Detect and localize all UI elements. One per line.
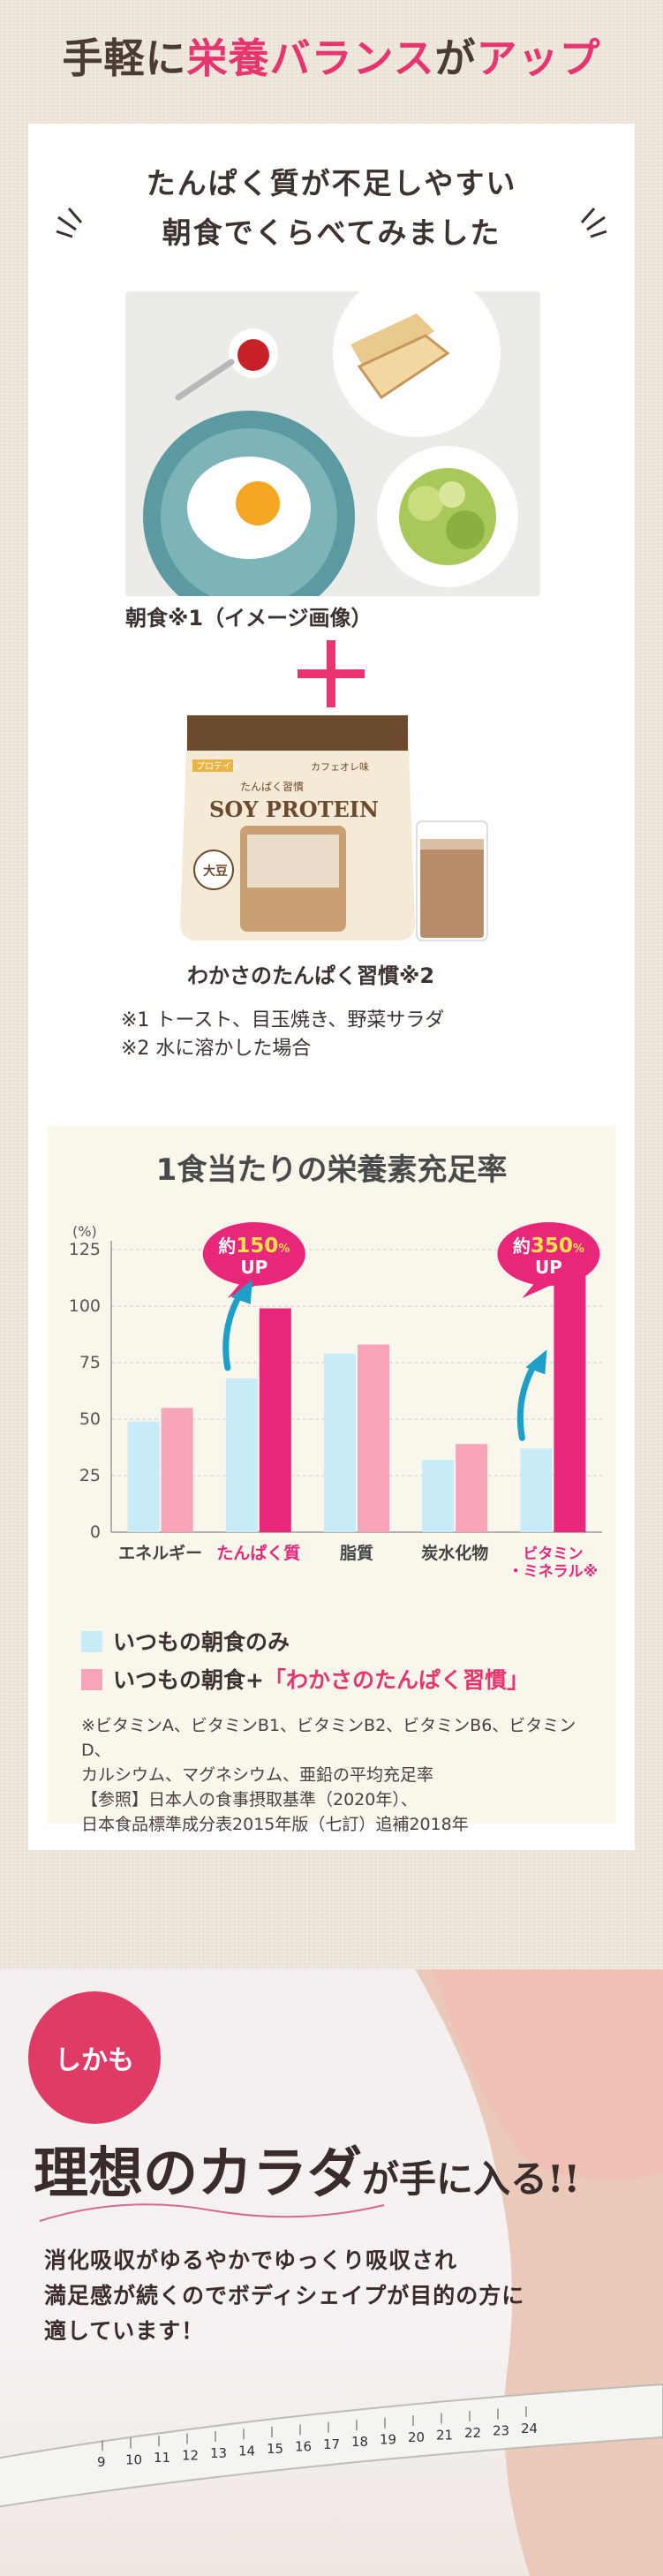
callout-up: UP: [240, 1257, 267, 1278]
tape-number: 19: [380, 2432, 396, 2448]
x-tick-label: ビタミン: [523, 1545, 583, 1563]
chart-footnote: ※ビタミンA、ビタミンB1、ビタミンB2、ビタミンB6、ビタミンD、 カルシウム…: [81, 1716, 576, 1834]
pack-sub: たんぱく習慣: [240, 780, 304, 793]
chart-title: 1食当たりの栄養素充足率: [155, 1152, 508, 1188]
pack-tag: プロテイン: [196, 761, 240, 772]
body-description: 消化吸収がゆるやかでゆっくり吸収され 満足感が続くのでボディシェイプが目的の方に…: [44, 2247, 525, 2344]
bar-with-protein-0: [161, 1408, 193, 1532]
x-tick-label: 炭水化物: [421, 1543, 488, 1563]
tape-number: 17: [323, 2436, 340, 2452]
bar-breakfast-2: [324, 1353, 356, 1532]
tape-number: 16: [295, 2438, 312, 2454]
tape-number: 21: [436, 2428, 453, 2444]
y-tick-label: 125: [69, 1240, 101, 1259]
tape-number: 14: [238, 2443, 255, 2459]
breakfast-caption: 朝食※1（イメージ画像）: [125, 606, 373, 631]
intro-text: たんぱく質が不足しやすい 朝食でくらべてみました: [146, 166, 517, 250]
nutrition-bar-chart: (%) 0 25 50 75 100 125 エネルギー たんぱく質 脂質 炭水化物 ビタミン・ミネラ…: [69, 1222, 602, 1581]
tape-number: 13: [210, 2445, 227, 2461]
product-image: プロテイン カフェオレ味 たんぱく習慣 SOY PROTEIN 大豆: [178, 715, 496, 949]
callout-bubble: [497, 1222, 600, 1286]
breakfast-image: [125, 291, 540, 596]
x-tick-label: ・ミネラル※: [509, 1563, 599, 1581]
tape-number: 10: [125, 2452, 142, 2468]
sparkle-left-icon: [56, 208, 83, 238]
tape-number: 23: [493, 2422, 509, 2438]
pack-badge: 大豆: [203, 864, 228, 879]
body-illustration: 9 10 11 12 13 14 15 16 17 18 19 20 21 22 23 24: [0, 1969, 663, 2576]
legend-swatch-blue: [81, 1631, 102, 1652]
bar-with-protein-1: [259, 1308, 291, 1532]
bar-with-protein-3: [456, 1444, 488, 1532]
y-tick-label: 50: [79, 1409, 101, 1429]
ideal-body-title: 理想のカラダが手に入る!!: [34, 2141, 580, 2205]
legend-item-breakfast: いつもの朝食のみ: [81, 1625, 611, 1657]
tape-number: 9: [97, 2454, 106, 2470]
product-caption: わかさのたんぱく習慣※2: [187, 963, 435, 988]
x-tick-label: たんぱく質: [216, 1543, 300, 1563]
page-headline: 手軽に栄養バランスがアップ: [62, 34, 601, 82]
legend-item-breakfast-protein: いつもの朝食+「わかさのたんぱく習慣」: [81, 1663, 611, 1695]
bar-breakfast-4: [520, 1448, 553, 1532]
callout-arrow: [222, 1289, 245, 1371]
bar-breakfast-0: [127, 1421, 160, 1532]
plus-icon: [298, 640, 365, 707]
shikamo-badge: しかも: [28, 1991, 161, 2124]
y-tick-label: 25: [79, 1466, 101, 1485]
serving-notes: ※1 トースト、目玉焼き、野菜サラダ ※2 水に溶かした場合: [121, 1009, 445, 1060]
callout-value: 約350%: [513, 1235, 584, 1258]
callout-arrow: [516, 1359, 539, 1441]
callout-value: 約150%: [218, 1235, 290, 1258]
tape-number: 18: [351, 2434, 368, 2450]
x-tick-label: 脂質: [340, 1543, 373, 1563]
y-tick-label: 75: [79, 1353, 101, 1372]
sparkle-right-icon: [580, 208, 607, 238]
comparison-card: たんぱく質が不足しやすい 朝食でくらべてみました: [28, 124, 635, 1850]
tape-number: 11: [154, 2450, 170, 2466]
callout-bubble: [202, 1222, 305, 1286]
callout-up: UP: [535, 1257, 562, 1278]
pack-brand: SOY PROTEIN: [209, 797, 379, 822]
bar-breakfast-1: [225, 1378, 258, 1532]
nutrition-chart-panel: 1食当たりの栄養素充足率 (%) 0 25 50 75 100 125 エネルギー たんぱく質 脂…: [48, 1126, 615, 1834]
tape-number: 15: [267, 2441, 283, 2457]
callout-tail: [522, 1282, 558, 1298]
pack-flavor: カフェオレ味: [311, 761, 369, 773]
tape-number: 24: [521, 2421, 538, 2436]
bar-with-protein-4: [554, 1235, 586, 1532]
tape-number: 20: [408, 2429, 425, 2445]
bar-with-protein-2: [358, 1344, 389, 1532]
y-tick-label: 0: [90, 1522, 101, 1542]
y-tick-label: 100: [69, 1296, 101, 1316]
tape-number: 12: [182, 2448, 199, 2464]
x-tick-label: エネルギー: [118, 1544, 202, 1563]
bar-breakfast-3: [422, 1460, 455, 1532]
measuring-tape: 9 10 11 12 13 14 15 16 17 18 19 20 21 22 23 24: [97, 2406, 538, 2470]
legend-swatch-pink: [81, 1669, 102, 1690]
callout-arrowhead: [525, 1349, 547, 1375]
title-swash: [39, 2203, 385, 2222]
tape-number: 22: [464, 2425, 481, 2441]
y-axis-label: (%): [72, 1223, 97, 1240]
callout-arrowhead: [230, 1279, 252, 1304]
